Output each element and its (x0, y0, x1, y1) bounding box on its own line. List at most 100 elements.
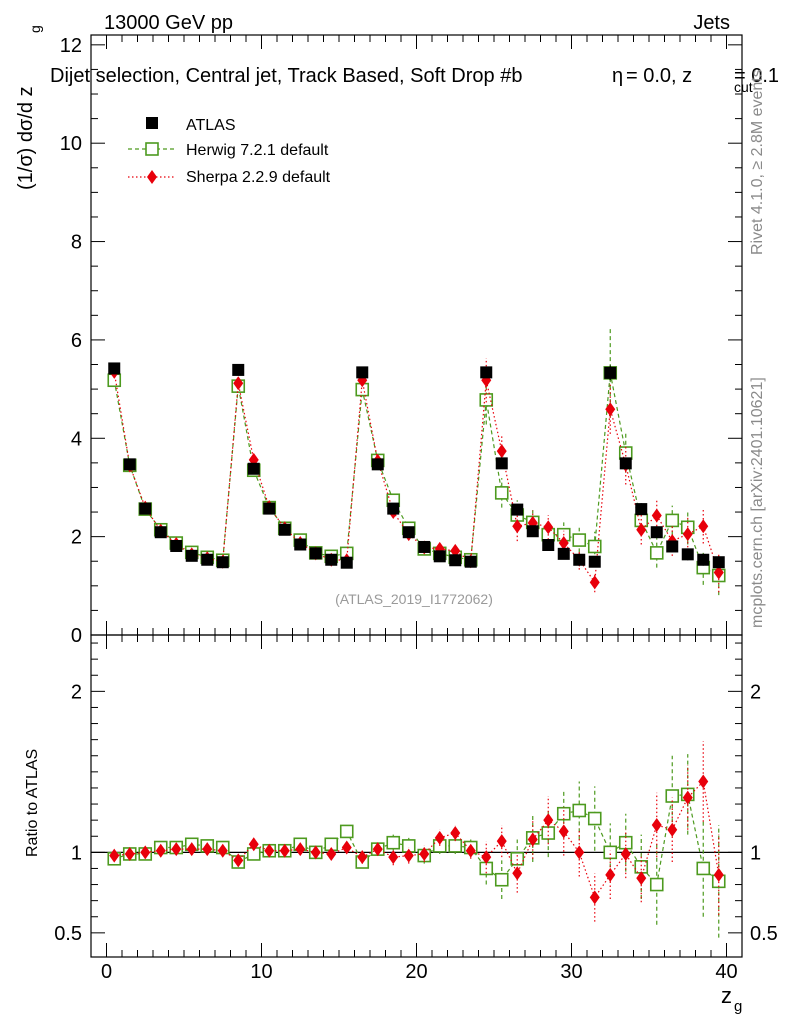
ratio-y-tick-label: 2 (71, 681, 82, 703)
sherpa-point (713, 565, 724, 580)
atlas-point (433, 550, 446, 563)
atlas-point (573, 553, 586, 566)
ratio-herwig-point (665, 789, 680, 803)
ratio-herwig-point (386, 835, 401, 850)
ratio-sherpa-point (341, 840, 352, 855)
sherpa-point (558, 536, 569, 551)
beta-symbol: η (612, 65, 623, 87)
ratio-sherpa-point (248, 837, 259, 852)
ratio-sherpa-point (202, 842, 213, 857)
atlas-point (697, 553, 710, 566)
ratio-ylabel: Ratio to ATLAS (24, 749, 41, 857)
ratio-sherpa-point (450, 826, 461, 841)
ratio-sherpa-point (667, 822, 678, 837)
ratio-herwig-point (448, 839, 463, 853)
ratio-y-tick-label: 1 (71, 842, 82, 864)
main-series (107, 328, 726, 596)
ratio-sherpa-point (651, 817, 662, 832)
ratio-sherpa-point (558, 824, 569, 839)
ratio-sherpa-point (419, 846, 430, 861)
atlas-point (294, 538, 307, 551)
atlas-point (216, 556, 229, 569)
sherpa-point (651, 508, 662, 523)
main-ylabel-sub: g (27, 25, 43, 33)
y-tick-label: 12 (60, 35, 82, 57)
ratio-herwig-point (556, 806, 571, 821)
legend-sherpa-label: Sherpa 2.2.9 default (186, 169, 331, 186)
herwig-point (479, 393, 494, 407)
legend: ATLAS Herwig 7.2.1 default Sherpa 2.2.9 … (128, 117, 331, 186)
ratio-sherpa-point (434, 830, 445, 845)
ratio-sherpa-point (698, 774, 709, 789)
y-tick-label: 10 (60, 133, 82, 155)
ratio-sherpa-line (114, 780, 720, 899)
ratio-herwig-point (634, 860, 649, 874)
x-tick-label: 0 (101, 961, 112, 983)
ratio-series (107, 741, 726, 938)
ratio-sherpa-point (481, 850, 492, 865)
legend-atlas-label: ATLAS (186, 117, 236, 134)
atlas-point (712, 556, 725, 569)
atlas-point (263, 502, 276, 515)
y-tick-label: 8 (71, 232, 82, 254)
ratio-sherpa-point (713, 867, 724, 882)
herwig-line (113, 372, 720, 577)
atlas-point (201, 553, 214, 566)
main-ylabel-text: (1/σ) dσ/d z (15, 86, 37, 190)
ratio-sherpa-point (124, 846, 135, 861)
ratio-sherpa-point (326, 846, 337, 861)
ratio-y-tick-label-right: 1 (750, 842, 761, 864)
atlas-point (371, 458, 384, 471)
ratio-y-tick-label-right: 0.5 (750, 923, 778, 945)
herwig-point (587, 539, 602, 554)
atlas-point (418, 540, 431, 553)
atlas-point (325, 553, 338, 566)
rivet-label: Rivet 4.1.0, ≥ 2.8M events (749, 69, 766, 255)
ratio-sherpa-point (264, 843, 275, 858)
atlas-point (139, 502, 152, 515)
analysis-id: (ATLAS_2019_I1772062) (335, 591, 493, 607)
ratio-herwig-point (541, 826, 556, 840)
ratio-y-tick-label: 0.5 (54, 923, 82, 945)
y-tick-label: 2 (71, 527, 82, 549)
atlas-point (464, 555, 477, 568)
ratio-sherpa-point (155, 843, 166, 858)
ratio-herwig-point (572, 803, 587, 818)
main-ylabel: (1/σ) dσ/d z g (15, 25, 43, 190)
sherpa-point (698, 519, 709, 534)
ratio-y-tick-label-right: 2 (750, 681, 761, 703)
legend-sherpa-marker (147, 170, 157, 184)
sherpa-point (589, 575, 600, 590)
legend-atlas-marker (146, 117, 158, 129)
ratio-sherpa-point (465, 843, 476, 858)
zcut-value: = 0.1 (734, 65, 779, 87)
ratio-panel-frame (90, 634, 743, 958)
ratio-sherpa-point (186, 842, 197, 857)
sherpa-point (605, 402, 616, 417)
ratio-sherpa-point (682, 790, 693, 805)
herwig-point (494, 486, 509, 500)
sherpa-point (233, 376, 244, 391)
sherpa-point (636, 522, 647, 537)
ratio-sherpa-point (636, 871, 647, 886)
ratio-sherpa-point (605, 867, 616, 882)
ratio-sherpa-point (171, 842, 182, 857)
herwig-point (618, 446, 633, 460)
herwig-point (649, 546, 664, 560)
atlas-point (635, 503, 648, 516)
sherpa-point (496, 444, 507, 459)
herwig-point (665, 513, 680, 528)
atlas-point (170, 539, 183, 552)
ratio-sherpa-point (109, 848, 120, 863)
ratio-sherpa-point (589, 890, 600, 905)
x-tick-label: 40 (715, 961, 737, 983)
xlabel-sub: g (734, 998, 742, 1015)
ratio-herwig-point (696, 861, 711, 876)
atlas-point (557, 547, 570, 560)
selection-label: Dijet selection, Central jet, Track Base… (50, 65, 522, 87)
y-tick-label: 4 (71, 428, 82, 450)
atlas-point (480, 366, 493, 379)
atlas-point (309, 547, 322, 560)
